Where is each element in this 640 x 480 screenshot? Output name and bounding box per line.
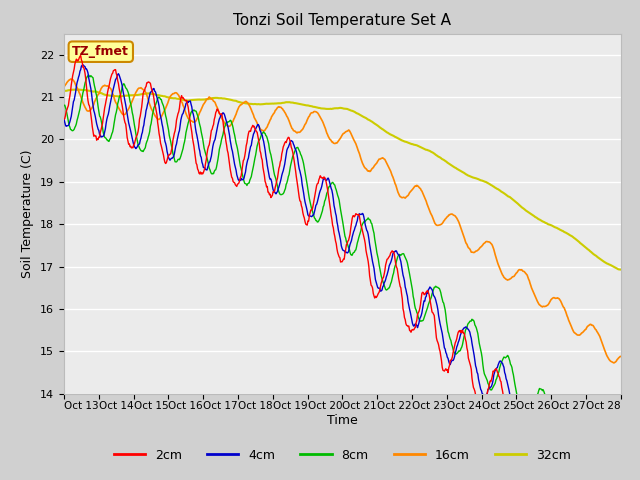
Y-axis label: Soil Temperature (C): Soil Temperature (C) xyxy=(22,149,35,278)
X-axis label: Time: Time xyxy=(327,414,358,427)
Text: TZ_fmet: TZ_fmet xyxy=(72,45,129,58)
Legend: 2cm, 4cm, 8cm, 16cm, 32cm: 2cm, 4cm, 8cm, 16cm, 32cm xyxy=(109,444,576,467)
Title: Tonzi Soil Temperature Set A: Tonzi Soil Temperature Set A xyxy=(234,13,451,28)
